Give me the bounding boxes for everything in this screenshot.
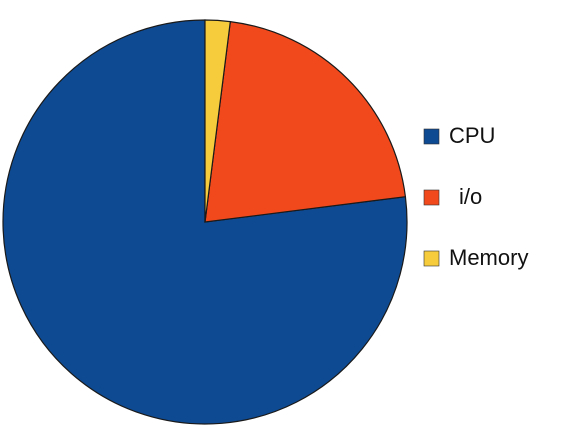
legend-swatch [423, 250, 440, 267]
legend-swatch [423, 128, 440, 145]
legend-label: CPU [449, 123, 495, 148]
legend-label: Memory [449, 245, 528, 270]
legend-label: i/o [459, 184, 482, 209]
pie-slice [204, 19, 231, 223]
pie-slice [204, 20, 407, 223]
legend-swatch [423, 189, 440, 206]
